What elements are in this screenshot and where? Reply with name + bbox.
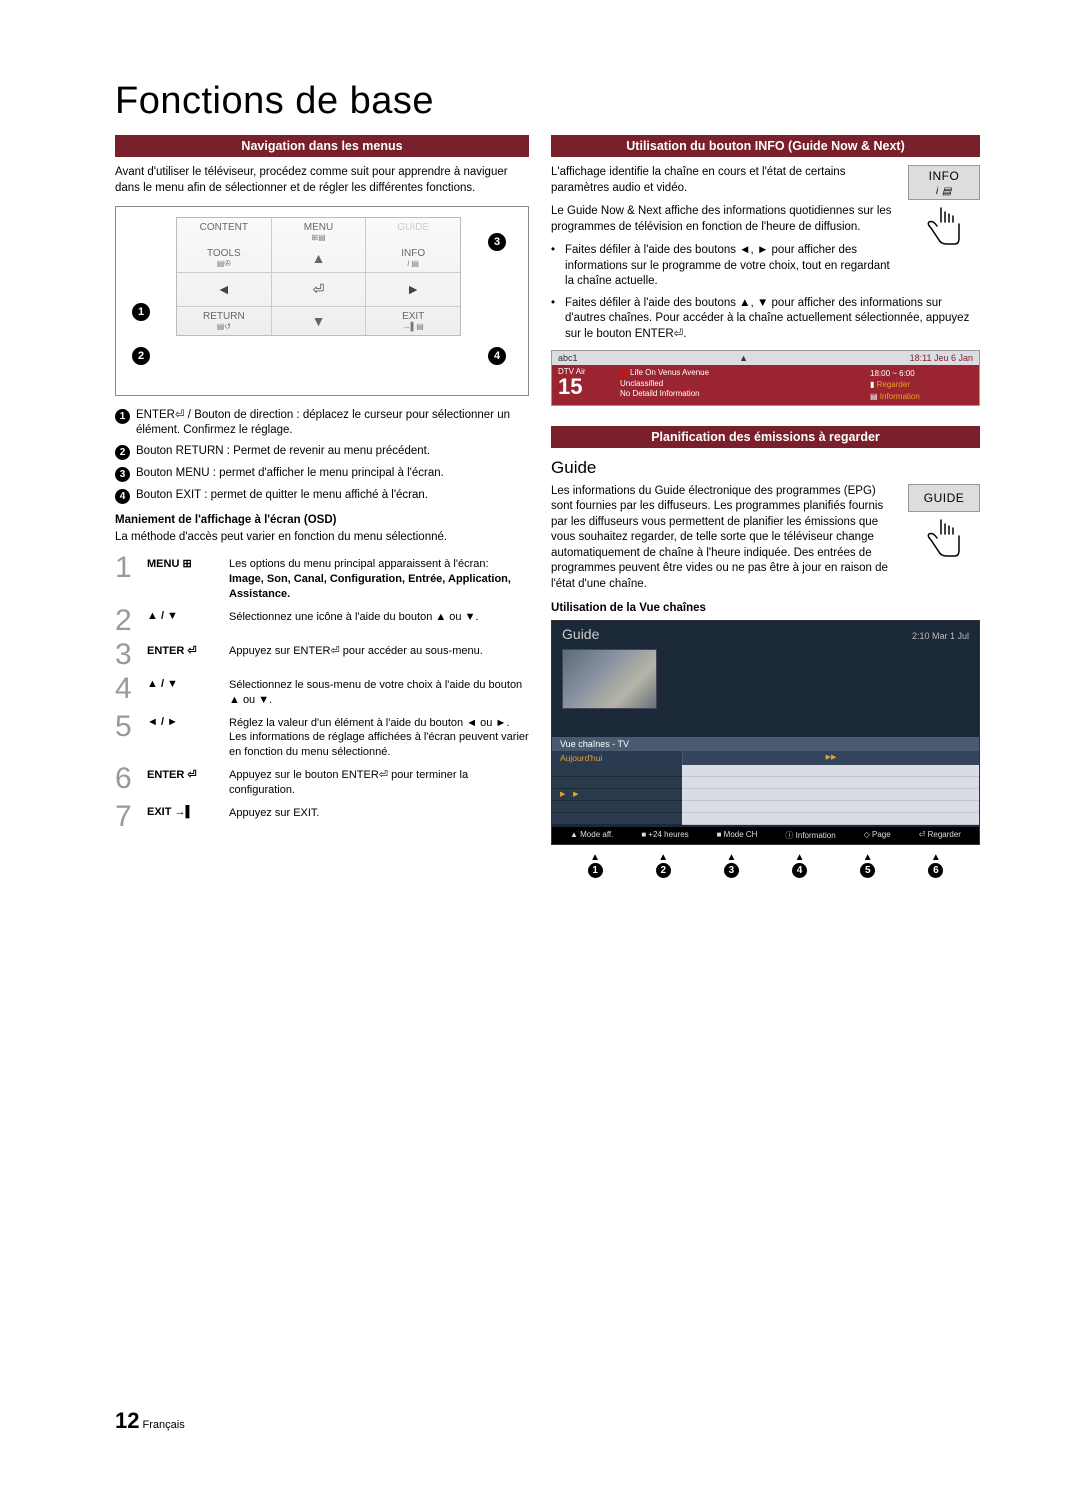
osd-heading: Maniement de l'affichage à l'écran (OSD) <box>115 514 529 526</box>
remote-menu: MENU⊞▤ <box>272 218 367 244</box>
remote-up: ▲ <box>272 244 367 272</box>
guide-thumbnail <box>562 649 657 709</box>
info-bullets: •Faites défiler à l'aide des boutons ◄, … <box>551 243 980 342</box>
page-number: 12 Français <box>115 1408 185 1434</box>
nav-intro: Avant d'utiliser le téléviseur, procédez… <box>115 165 529 196</box>
hand-icon <box>919 204 969 252</box>
callout-1: 1 <box>132 303 150 321</box>
section-planning: Planification des émissions à regarder <box>551 426 980 448</box>
section-nav-menus: Navigation dans les menus <box>115 135 529 157</box>
guide-screenshot: Guide 2:10 Mar 1 Jul Vue chaînes - TV Au… <box>551 620 980 845</box>
hand-icon <box>919 516 969 564</box>
guide-heading: Guide <box>551 458 980 478</box>
callout-2: 2 <box>132 347 150 365</box>
screenshot-callouts: ▲1 ▲2 ▲3 ▲4 ▲5 ▲6 <box>551 853 980 878</box>
callout-list: 1ENTER⏎ / Bouton de direction : déplacez… <box>115 408 529 504</box>
callout-3: 3 <box>488 233 506 251</box>
remote-left: ◄ <box>177 272 272 307</box>
remote-enter: ⏎ <box>272 272 367 307</box>
remote-tools: TOOLS▤✇ <box>177 244 272 272</box>
remote-diagram: 1 2 3 4 CONTENT MENU⊞▤ GUIDE TOOLS▤✇ ▲ I… <box>115 206 529 396</box>
page-title: Fonctions de base <box>115 80 980 123</box>
info-osd-panel: abc1 ▲ 18:11 Jeu 6 Jan DTV Air 15 Life O… <box>551 350 980 406</box>
remote-content: CONTENT <box>177 218 272 244</box>
steps-table: 1MENU ⊞Les options du menu principal app… <box>115 553 529 831</box>
callout-4: 4 <box>488 347 506 365</box>
info-button-illustration: INFOi ▤ <box>908 165 980 252</box>
vue-chaines-heading: Utilisation de la Vue chaînes <box>551 602 980 614</box>
remote-down: ▼ <box>272 307 367 335</box>
osd-intro: La méthode d'accès peut varier en foncti… <box>115 530 529 546</box>
remote-right: ► <box>366 272 460 307</box>
remote-guide: GUIDE <box>366 218 460 244</box>
remote-info: INFOi ▤ <box>366 244 460 272</box>
remote-exit: EXIT→▌▤ <box>366 307 460 335</box>
remote-return: RETURN▤↺ <box>177 307 272 335</box>
guide-button-illustration: GUIDE <box>908 484 980 564</box>
section-info-button: Utilisation du bouton INFO (Guide Now & … <box>551 135 980 157</box>
